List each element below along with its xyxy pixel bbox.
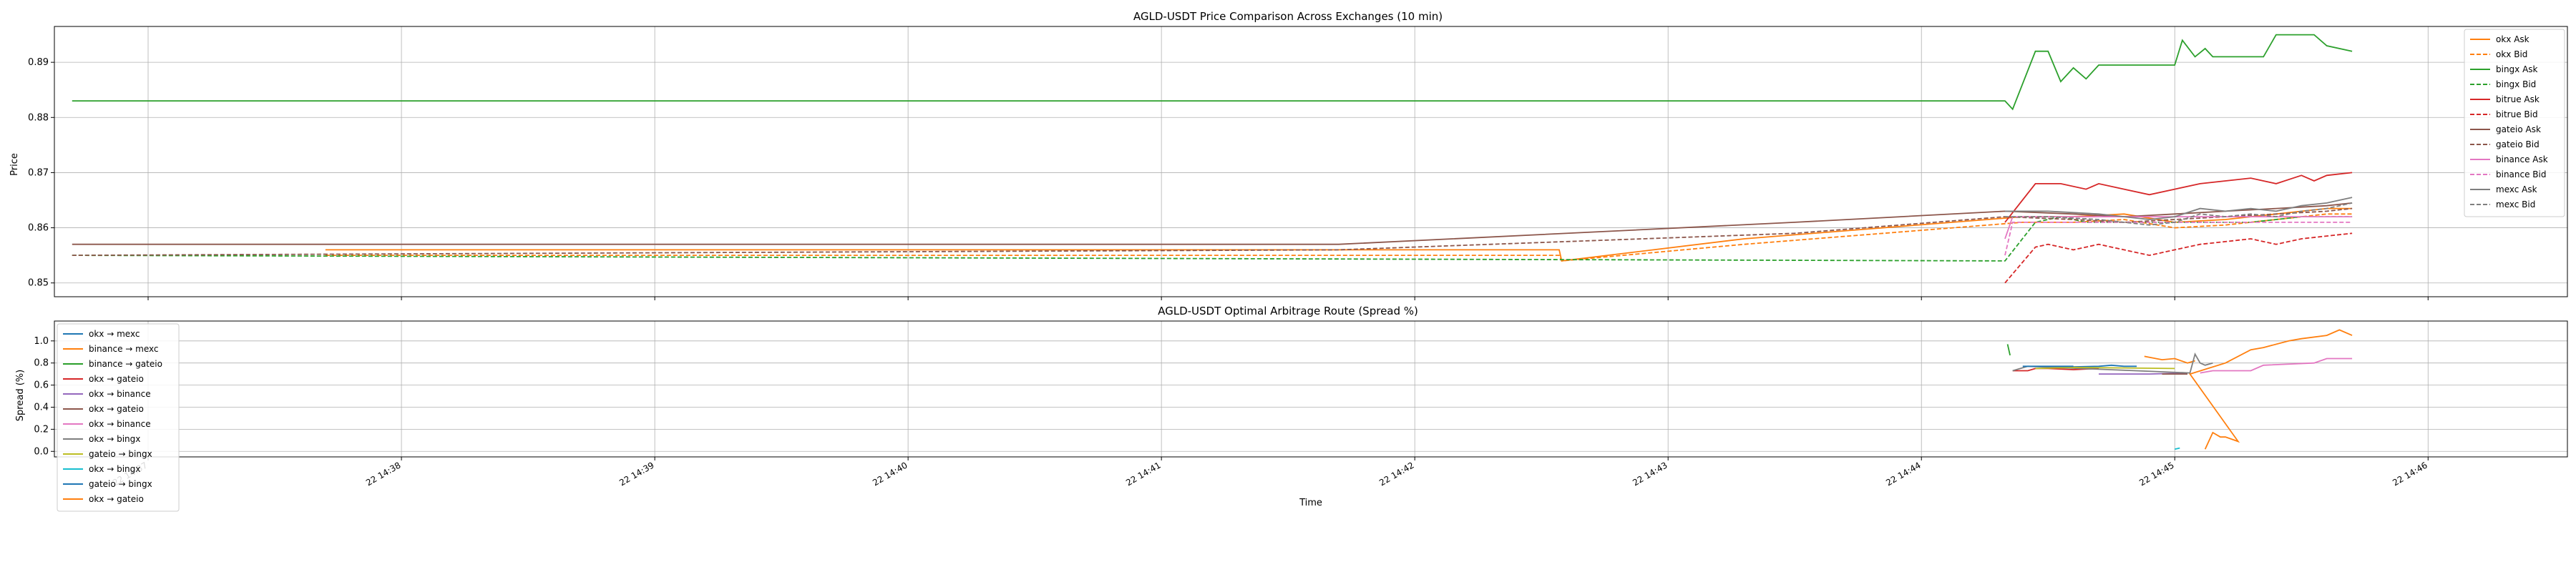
price-legend: okx Ask okx Bid bingx Ask bingx Bid bitrue A… (2464, 29, 2565, 217)
spread-y-axis-label: Spread (%) (15, 370, 26, 421)
price-chart-title: AGLD-USDT Price Comparison Across Exchan… (1133, 10, 1443, 23)
series-line-okx-to-bingx (2012, 352, 2213, 374)
price-x-ticks (147, 297, 2429, 300)
series-line-bingx-ask (72, 34, 2353, 111)
legend-label-okx-to-binance: okx → binance (89, 419, 151, 429)
series-line-binance-bid (2004, 221, 2353, 256)
legend-label-okx-to-binance: okx → binance (89, 389, 151, 399)
legend-label-okx-to-bingx: okx → bingx (89, 434, 140, 444)
x-tick-label: 22 14:42 (1377, 460, 1415, 488)
spread-chart-frame (54, 320, 2568, 458)
series-line-okx-to-gateio (2189, 329, 2353, 450)
legend-label-gateio-ask: gateio Ask (2496, 124, 2541, 134)
series-line-bitrue-bid (2004, 232, 2353, 284)
series-line-okx-to-binance (2099, 372, 2188, 375)
spread-chart: AGLD-USDT Optimal Arbitrage Route (Sprea… (15, 305, 2568, 512)
series-line-mexc-ask (2005, 197, 2353, 220)
y-tick-label: 0.2 (34, 424, 49, 435)
y-tick-label: 0.86 (28, 223, 49, 234)
price-chart-series (72, 34, 2353, 284)
spread-chart-title: AGLD-USDT Optimal Arbitrage Route (Sprea… (1158, 305, 1418, 317)
spread-legend: okx → mexc binance → mexc binance → gateio… (57, 323, 180, 512)
legend-label-binance-to-gateio: binance → gateio (89, 359, 162, 369)
y-tick-label: 0.8 (34, 358, 49, 369)
legend-box (2464, 29, 2565, 217)
legend-label-bingx-ask: bingx Ask (2496, 64, 2538, 74)
legend-label-bitrue-ask: bitrue Ask (2496, 94, 2540, 104)
price-chart-grid (54, 26, 2567, 297)
y-tick-label: 1.0 (34, 336, 49, 347)
y-tick-label: 0.88 (28, 112, 49, 123)
legend-label-okx-to-mexc: okx → mexc (89, 329, 140, 339)
y-tick-label: 0.4 (34, 402, 49, 413)
legend-label-okx-to-gateio: okx → gateio (89, 374, 144, 384)
price-chart-frame (54, 26, 2568, 297)
series-line-binance-to-gateio (2006, 344, 2011, 356)
legend-label-okx-to-bingx: okx → bingx (89, 464, 140, 474)
legend-label-bitrue-bid: bitrue Bid (2496, 109, 2538, 119)
x-tick-label: 22 14:45 (2137, 460, 2175, 488)
spread-chart-series (2006, 329, 2353, 450)
series-line-okx-to-binance (2200, 358, 2353, 374)
series-line-gateio-to-bingx (2035, 366, 2175, 370)
x-tick-label: 22 14:38 (364, 460, 402, 488)
series-line-okx-to-mexc (2048, 364, 2137, 368)
x-tick-label: 22 14:43 (1631, 460, 1669, 488)
legend-label-okx-to-gateio: okx → gateio (89, 494, 144, 504)
legend-label-gateio-to-bingx: gateio → bingx (89, 449, 152, 459)
x-tick-label: 22 14:40 (871, 460, 909, 488)
y-tick-label: 0.6 (34, 380, 49, 391)
legend-label-okx-to-gateio: okx → gateio (89, 404, 144, 414)
legend-label-gateio-bid: gateio Bid (2496, 139, 2540, 149)
x-tick-label: 22 14:39 (618, 460, 655, 488)
legend-label-okx-bid: okx Bid (2496, 49, 2527, 59)
price-y-ticks: 0.85 0.86 0.87 0.88 0.89 (28, 57, 54, 289)
legend-label-mexc-bid: mexc Bid (2496, 199, 2535, 209)
legend-label-binance-bid: binance Bid (2496, 169, 2547, 179)
legend-label-bingx-bid: bingx Bid (2496, 79, 2536, 89)
price-y-axis-label: Price (9, 153, 20, 176)
y-tick-label: 0.87 (28, 167, 49, 178)
y-tick-label: 0.89 (28, 57, 49, 68)
legend-label-binance-to-mexc: binance → mexc (89, 344, 159, 354)
spread-y-ticks: 0.0 0.2 0.4 0.6 0.8 1.0 (34, 336, 54, 457)
legend-box (57, 323, 180, 512)
legend-label-binance-ask: binance Ask (2496, 154, 2548, 164)
y-tick-label: 0.0 (34, 446, 49, 457)
spread-chart-grid (54, 321, 2567, 457)
legend-label-mexc-ask: mexc Ask (2496, 184, 2537, 194)
series-line-binance-to-mexc (2144, 355, 2195, 364)
legend-label-okx-ask: okx Ask (2496, 34, 2529, 44)
price-chart: AGLD-USDT Price Comparison Across Exchan… (9, 10, 2568, 300)
series-line-bitrue-ask (2004, 172, 2353, 223)
series-line-mexc-bid (2005, 202, 2353, 226)
x-tick-label: 22 14:46 (2391, 460, 2429, 488)
legend-label-gateio-to-bingx: gateio → bingx (89, 479, 152, 489)
series-line-okx-bid (325, 213, 2353, 262)
x-tick-label: 22 14:41 (1124, 460, 1162, 488)
y-tick-label: 0.85 (28, 278, 49, 289)
x-tick-label: 22 14:44 (1884, 460, 1922, 488)
spread-x-axis-label: Time (1299, 498, 1322, 508)
series-line-okx-to-bingx (2175, 447, 2180, 450)
